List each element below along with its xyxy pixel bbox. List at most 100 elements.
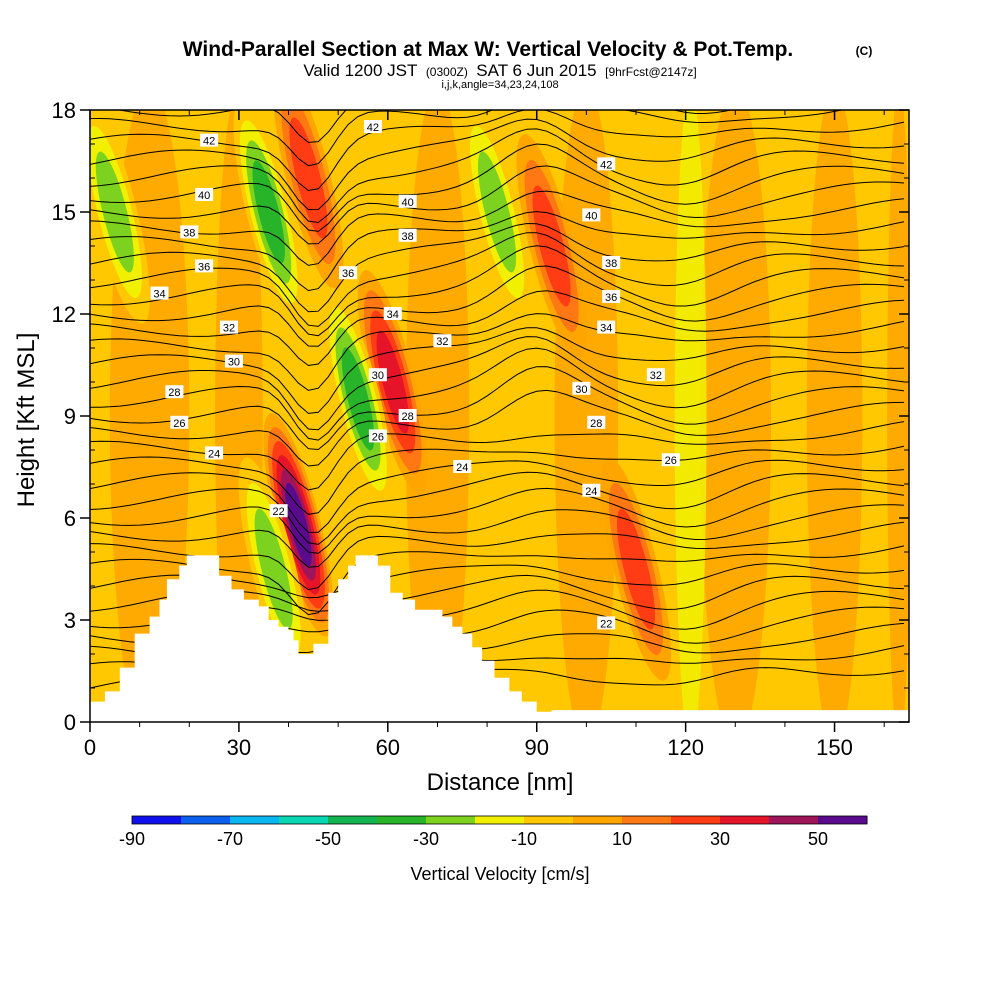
theta-contour bbox=[90, 211, 905, 292]
svg-text:38: 38 bbox=[183, 227, 195, 239]
velocity-band bbox=[806, 110, 863, 722]
svg-text:42: 42 bbox=[367, 122, 379, 134]
svg-text:36: 36 bbox=[198, 261, 210, 273]
velocity-band bbox=[674, 110, 707, 722]
theta-label: 24 bbox=[582, 483, 601, 498]
theta-label: 30 bbox=[572, 381, 591, 396]
velocity-band bbox=[887, 110, 909, 722]
theta-label: 34 bbox=[597, 320, 616, 335]
theta-contour bbox=[90, 521, 905, 591]
y-tick-label: 0 bbox=[64, 710, 76, 735]
plot-area: 42 42 42 40 40 40 38 38 38 36 36 36 34 34 34 32 32 32 30 30… bbox=[90, 110, 909, 722]
y-tick-label: 6 bbox=[64, 506, 76, 531]
colorbar-swatch bbox=[230, 816, 280, 824]
theta-contour bbox=[90, 313, 905, 391]
downdraft-core bbox=[233, 110, 304, 324]
theta-contour bbox=[90, 265, 905, 347]
theta-label: 28 bbox=[587, 415, 606, 430]
theta-label: 32 bbox=[433, 334, 452, 348]
theta-contour bbox=[90, 347, 905, 441]
theta-contour bbox=[90, 290, 905, 367]
velocity-band bbox=[699, 110, 772, 722]
theta-contour bbox=[90, 245, 905, 337]
terrain-mask bbox=[90, 555, 909, 722]
chart-subtitle: Valid 1200 JST (0300Z) SAT 6 Jun 2015 [9… bbox=[303, 61, 696, 80]
theta-label: 34 bbox=[383, 307, 402, 321]
svg-text:30: 30 bbox=[575, 384, 587, 396]
colorbar-swatch bbox=[426, 816, 476, 824]
colorbar-swatch bbox=[328, 816, 378, 824]
theta-label: 22 bbox=[597, 616, 616, 630]
x-axis-label: Distance [nm] bbox=[427, 769, 574, 796]
theta-label: 34 bbox=[150, 286, 169, 301]
y-tick-label: 15 bbox=[52, 200, 76, 225]
colorbar-tick-label: -90 bbox=[119, 829, 145, 849]
theta-label: 26 bbox=[661, 453, 680, 467]
colorbar-tick-label: -30 bbox=[413, 829, 439, 849]
theta-label: 30 bbox=[224, 354, 243, 369]
theta-contour bbox=[90, 336, 905, 431]
theta-contour bbox=[90, 110, 845, 167]
theta-contour bbox=[90, 504, 905, 568]
theta-label: 42 bbox=[200, 133, 219, 148]
theta-label: 40 bbox=[582, 208, 601, 222]
colorbar-label: Vertical Velocity [cm/s] bbox=[410, 864, 589, 884]
theta-contour bbox=[90, 471, 905, 545]
colorbar-tick-label: 30 bbox=[710, 829, 730, 849]
updraft-core bbox=[273, 110, 344, 290]
theta-label: 38 bbox=[180, 225, 199, 239]
colorbar-tick-label: 10 bbox=[612, 829, 632, 849]
colorbar-swatch bbox=[181, 816, 231, 824]
y-axis-label: Height [Kft MSL] bbox=[13, 333, 40, 508]
x-tick-label: 0 bbox=[84, 735, 96, 760]
theta-contour bbox=[90, 128, 905, 224]
theta-label: 42 bbox=[597, 157, 616, 171]
svg-text:24: 24 bbox=[585, 486, 597, 498]
x-tick-label: 60 bbox=[376, 735, 400, 760]
svg-text:40: 40 bbox=[585, 210, 597, 222]
theta-label: 32 bbox=[219, 320, 238, 335]
colorbar: -90 -70 -50 -30 -10 10 30 50 bbox=[119, 815, 868, 849]
theta-label: 28 bbox=[398, 409, 417, 423]
theta-contour bbox=[90, 222, 905, 313]
colorbar-swatch bbox=[377, 816, 427, 824]
theta-label: 30 bbox=[368, 368, 387, 382]
colorbar-tick-label: -50 bbox=[315, 829, 341, 849]
theta-contour bbox=[90, 366, 905, 451]
colorbar-swatch bbox=[279, 816, 329, 824]
y-tick-label: 18 bbox=[52, 98, 76, 123]
x-tick-label: 30 bbox=[227, 735, 251, 760]
svg-text:32: 32 bbox=[436, 336, 448, 348]
subtitle-valid: Valid 1200 JST bbox=[303, 61, 417, 80]
theta-label: 38 bbox=[602, 256, 621, 270]
svg-text:36: 36 bbox=[342, 268, 354, 280]
theta-contour bbox=[90, 165, 905, 245]
theta-contour bbox=[90, 110, 905, 192]
velocity-band bbox=[554, 110, 619, 722]
colorbar-tick-label: 50 bbox=[808, 829, 828, 849]
potential-temperature-contours bbox=[90, 110, 905, 701]
colorbar-tick-label: -10 bbox=[511, 829, 537, 849]
subtitle-date: SAT 6 Jun 2015 bbox=[476, 61, 596, 80]
chart-subtitle-indices: i,j,k,angle=34,23,24,108 bbox=[441, 79, 558, 91]
svg-text:34: 34 bbox=[387, 309, 399, 321]
svg-text:26: 26 bbox=[372, 431, 384, 443]
theta-label: 40 bbox=[195, 188, 214, 202]
y-tick-label: 9 bbox=[64, 404, 76, 429]
svg-text:42: 42 bbox=[600, 159, 612, 171]
colorbar-swatch bbox=[132, 816, 182, 824]
svg-text:42: 42 bbox=[203, 136, 215, 148]
colorbar-swatch bbox=[524, 816, 574, 824]
updraft-core bbox=[516, 134, 587, 358]
colorbar-swatch bbox=[818, 816, 868, 824]
colorbar-swatch bbox=[475, 816, 525, 824]
theta-contour bbox=[116, 110, 733, 143]
colorbar-swatch bbox=[622, 816, 672, 824]
theta-label: 22 bbox=[269, 504, 288, 518]
svg-text:28: 28 bbox=[402, 411, 414, 423]
theta-label: 36 bbox=[339, 266, 358, 280]
svg-text:26: 26 bbox=[665, 455, 677, 467]
